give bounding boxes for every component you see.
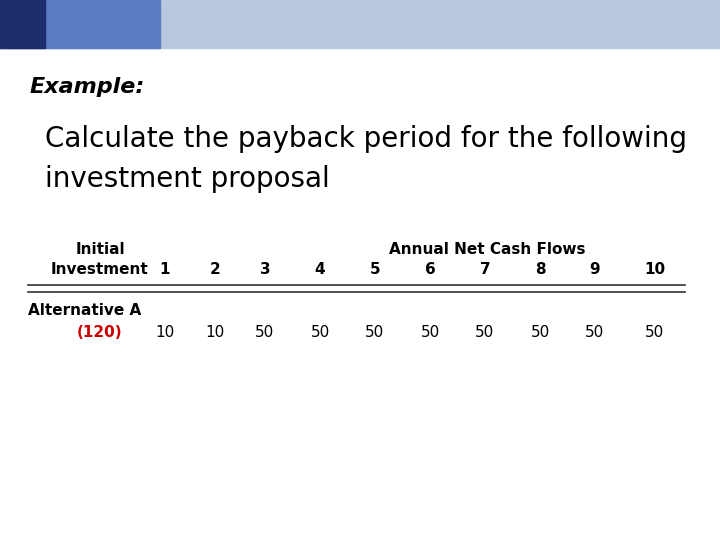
Text: Calculate the payback period for the following: Calculate the payback period for the fol… [45, 125, 687, 153]
Text: 50: 50 [475, 325, 495, 340]
Text: 9: 9 [590, 262, 600, 277]
Bar [0, 0, 45, 48]
Text: investment proposal: investment proposal [45, 165, 330, 193]
Text: Initial: Initial [75, 242, 125, 257]
Text: 3: 3 [260, 262, 270, 277]
Text: 50: 50 [256, 325, 274, 340]
Text: 6: 6 [425, 262, 436, 277]
Bar [0, 0, 160, 48]
Text: 50: 50 [645, 325, 665, 340]
Text: Annual Net Cash Flows: Annual Net Cash Flows [390, 242, 586, 257]
Bar [0, 0, 30, 35]
Text: 50: 50 [585, 325, 605, 340]
Text: (120): (120) [77, 325, 123, 340]
Text: 50: 50 [365, 325, 384, 340]
Text: 4: 4 [315, 262, 325, 277]
Text: 10: 10 [644, 262, 665, 277]
Text: 50: 50 [420, 325, 440, 340]
Text: 10: 10 [156, 325, 175, 340]
Text: 50: 50 [531, 325, 549, 340]
Text: Investment: Investment [51, 262, 149, 277]
Text: 8: 8 [535, 262, 545, 277]
Bar [0, 0, 720, 48]
Text: 1: 1 [160, 262, 170, 277]
Text: 7: 7 [480, 262, 490, 277]
Text: 10: 10 [205, 325, 225, 340]
Text: Alternative A: Alternative A [28, 303, 141, 318]
Text: 5: 5 [369, 262, 380, 277]
Text: 50: 50 [310, 325, 330, 340]
Text: Example:: Example: [30, 77, 145, 97]
Text: 2: 2 [210, 262, 220, 277]
